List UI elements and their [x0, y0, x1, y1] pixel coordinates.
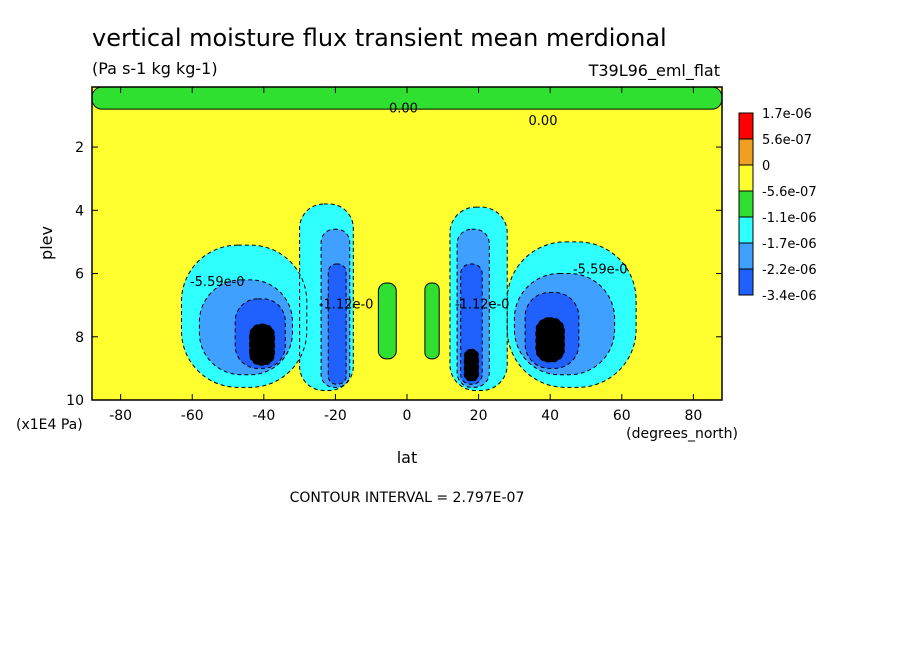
x-axis-label: lat — [397, 448, 418, 467]
contour-line — [92, 87, 722, 110]
y-tick-label: 10 — [66, 393, 84, 409]
contour-lines — [92, 87, 722, 392]
contour-label: 0.00 — [389, 101, 418, 116]
contour-line — [320, 228, 351, 388]
legend-label: -1.7e-06 — [762, 237, 817, 252]
y-axis-units: (x1E4 Pa) — [16, 417, 83, 433]
x-tick-label: -20 — [324, 408, 347, 424]
chart-title: vertical moisture flux transient mean me… — [92, 24, 667, 52]
contour-line — [463, 348, 480, 382]
contour-label: -5.59e-0 — [190, 275, 245, 290]
legend-swatch — [738, 112, 754, 140]
legend-label: 5.6e-07 — [762, 133, 812, 148]
contour-line — [198, 279, 293, 376]
legend-label: -2.2e-06 — [762, 263, 817, 278]
run-label: T39L96_eml_flat — [588, 61, 720, 81]
x-tick-label: -80 — [109, 408, 132, 424]
contour-region — [249, 324, 275, 366]
contour-region — [328, 264, 347, 385]
contour-line — [377, 282, 397, 360]
contour-interval: CONTOUR INTERVAL = 2.797E-07 — [290, 490, 525, 506]
contour-line — [456, 228, 490, 388]
contour-label: -1.12e-0 — [319, 297, 374, 312]
y-tick-label: 6 — [75, 267, 84, 283]
y-tick-label: 2 — [75, 140, 84, 156]
x-axis: -80 -60 -40 -20 0 20 40 60 80 — [109, 87, 702, 424]
contour-region — [535, 317, 565, 363]
chart-units: (Pa s-1 kg kg-1) — [92, 59, 218, 78]
x-tick-label: 0 — [403, 408, 412, 424]
contour-label: 0.00 — [529, 114, 558, 129]
contour-region — [378, 283, 397, 359]
x-tick-label: -60 — [181, 408, 204, 424]
legend-label: 0 — [762, 159, 770, 174]
contour-label: -1.12e-0 — [455, 297, 510, 312]
legend-label: -1.1e-06 — [762, 211, 817, 226]
x-tick-label: 20 — [470, 408, 488, 424]
legend-label: 1.7e-06 — [762, 107, 812, 122]
x-tick-label: 60 — [613, 408, 631, 424]
x-tick-label: 80 — [684, 408, 702, 424]
contour-label: -5.59e-0 — [573, 263, 628, 278]
contour-labels: 0.00 0.00 -5.59e-0 -5.59e-0 -1.12e-0 -1.12e-0 — [190, 101, 628, 312]
y-tick-label: 4 — [75, 203, 84, 219]
contour-line — [460, 263, 483, 385]
legend-swatch — [738, 242, 754, 270]
contour-line — [327, 263, 347, 385]
legend-swatch — [738, 164, 754, 192]
contour-line — [249, 323, 276, 366]
contour-line — [424, 282, 440, 360]
contour-line — [535, 317, 566, 363]
legend-swatch — [738, 190, 754, 218]
x-tick-label: -40 — [252, 408, 275, 424]
y-axis: 2 4 6 8 10 — [66, 140, 722, 409]
contour-line — [299, 203, 354, 392]
x-axis-units: (degrees_north) — [626, 426, 738, 442]
legend-swatch — [738, 268, 754, 296]
contour-line — [234, 298, 286, 369]
contour-line — [524, 292, 580, 369]
contour-region — [424, 283, 440, 359]
y-axis-label: plev — [37, 226, 56, 260]
x-tick-label: 40 — [541, 408, 559, 424]
legend-label: -3.4e-06 — [762, 289, 817, 304]
legend: 1.7e-06 5.6e-07 0 -5.6e-07 -1.1e-06 -1.7e-06 -… — [738, 107, 817, 304]
contour-line — [180, 244, 308, 388]
contour-line — [513, 273, 616, 376]
y-tick-label: 8 — [75, 330, 84, 346]
legend-swatch — [738, 138, 754, 166]
legend-swatch — [738, 216, 754, 244]
contour-region — [464, 349, 479, 382]
legend-label: -5.6e-07 — [762, 185, 817, 200]
contour-region — [92, 87, 722, 110]
contour-line — [449, 206, 508, 392]
